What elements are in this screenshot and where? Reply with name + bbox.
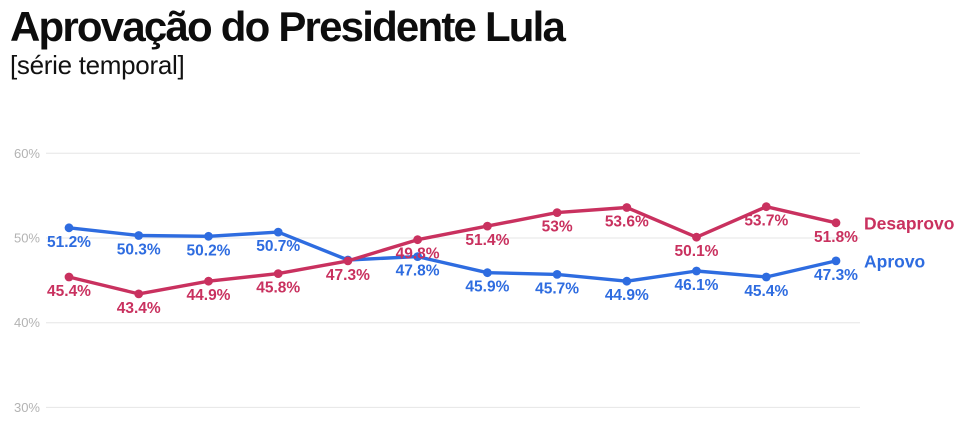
data-point-label-desaprovo: 51.4%	[465, 232, 509, 249]
data-point-label-desaprovo: 51.8%	[814, 229, 858, 246]
series-line-aprovo	[67, 226, 838, 283]
data-point-desaprovo	[134, 289, 144, 299]
series-line-desaprovo	[67, 205, 838, 296]
data-point-label-desaprovo: 44.9%	[187, 287, 231, 304]
data-point-label-desaprovo: 45.4%	[47, 283, 91, 300]
series-legend-label-aprovo: Aprovo	[864, 251, 925, 271]
data-point-aprovo	[761, 272, 771, 282]
data-point-label-desaprovo: 53.6%	[605, 214, 649, 231]
data-point-desaprovo	[343, 256, 353, 266]
data-point-desaprovo	[831, 218, 841, 228]
data-point-label-aprovo: 47.3%	[814, 267, 858, 284]
data-point-label-desaprovo: 43.4%	[117, 300, 161, 317]
data-point-label-desaprovo: 45.8%	[256, 280, 300, 297]
data-point-label-aprovo: 45.7%	[535, 280, 579, 297]
data-point-desaprovo	[761, 202, 771, 212]
data-point-desaprovo	[483, 221, 492, 231]
data-point-aprovo	[134, 231, 144, 240]
data-point-aprovo	[483, 268, 492, 278]
data-point-aprovo	[413, 252, 422, 261]
data-point-label-desaprovo: 50.1%	[675, 243, 719, 260]
data-point-desaprovo	[622, 203, 632, 212]
data-point-label-desaprovo: 53%	[542, 219, 573, 236]
data-point-label-aprovo: 44.9%	[605, 287, 649, 304]
y-axis-tick-label: 40%	[14, 315, 40, 330]
chart-header: Aprovação do Presidente Lula [série temp…	[10, 3, 566, 81]
chart-subtitle: [série temporal]	[10, 50, 185, 81]
y-axis-tick-label: 50%	[14, 231, 40, 246]
data-point-desaprovo	[273, 269, 283, 278]
data-point-aprovo	[64, 223, 74, 233]
data-point-label-aprovo: 50.7%	[256, 238, 300, 255]
data-point-desaprovo	[692, 232, 701, 242]
series-legend-label-desaprovo: Desaprovo	[864, 213, 954, 233]
chart-title: Aprovação do Presidente Lula	[10, 3, 566, 50]
data-point-aprovo	[273, 227, 283, 237]
data-point-label-desaprovo: 53.7%	[744, 213, 788, 230]
data-point-label-aprovo: 51.2%	[47, 234, 91, 251]
data-point-label-desaprovo: 49.8%	[396, 246, 440, 263]
data-point-aprovo	[204, 231, 213, 241]
data-point-label-aprovo: 47.8%	[396, 263, 440, 280]
data-point-desaprovo	[204, 276, 213, 286]
data-point-aprovo	[692, 266, 701, 276]
data-point-label-aprovo: 45.9%	[465, 279, 509, 296]
data-point-label-aprovo: 50.3%	[117, 242, 161, 259]
data-point-aprovo	[831, 256, 841, 266]
data-point-label-desaprovo: 47.3%	[326, 267, 370, 284]
data-point-aprovo	[552, 270, 562, 279]
data-point-desaprovo	[552, 208, 562, 218]
data-point-desaprovo	[64, 272, 74, 282]
data-point-aprovo	[622, 276, 632, 286]
data-point-label-aprovo: 50.2%	[187, 242, 231, 259]
data-point-label-aprovo: 46.1%	[675, 277, 719, 294]
data-point-label-aprovo: 45.4%	[744, 283, 788, 300]
y-axis-tick-label: 60%	[14, 146, 40, 161]
y-axis-tick-label: 30%	[14, 400, 40, 415]
data-point-desaprovo	[413, 235, 422, 245]
